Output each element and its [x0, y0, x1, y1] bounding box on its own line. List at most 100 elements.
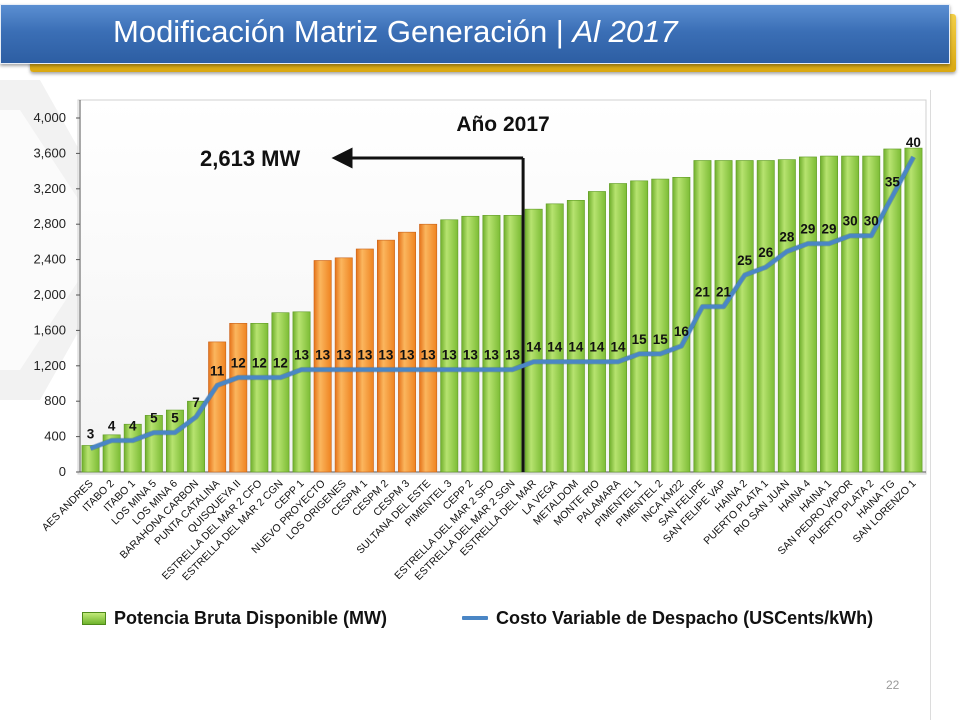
- cost-label-16: 13: [421, 348, 437, 363]
- bar-22: [545, 203, 564, 473]
- bar-27: [651, 178, 670, 473]
- cost-label-13: 13: [357, 348, 373, 363]
- bar-4: [165, 409, 184, 473]
- bar-16: [419, 223, 438, 473]
- cost-label-31: 25: [737, 253, 753, 268]
- cost-label-18: 13: [463, 348, 479, 363]
- legend-bar-swatch: [82, 611, 106, 625]
- y-tick-label: 2,800: [33, 216, 66, 231]
- y-tick-label: 4,000: [33, 110, 66, 125]
- cost-line-series: [89, 155, 916, 451]
- bar-13: [355, 248, 374, 473]
- chart-title: Año 2017: [456, 113, 549, 136]
- y-tick-label: 2,400: [33, 252, 66, 267]
- cost-label-7: 12: [231, 355, 246, 370]
- bar-24: [587, 191, 606, 473]
- page-number: 22: [886, 678, 900, 692]
- bar-38: [883, 148, 902, 473]
- bar-39: [904, 147, 923, 473]
- bar-17: [440, 219, 459, 473]
- legend-line-swatch: [462, 616, 488, 620]
- y-tick-label: 2,000: [33, 287, 66, 302]
- legend-bar: Potencia Bruta Disponible (MW): [82, 604, 387, 632]
- y-tick-label: 400: [44, 429, 66, 444]
- bar-8: [250, 323, 269, 473]
- bar-30: [714, 160, 733, 473]
- cost-label-22: 14: [547, 340, 563, 355]
- cost-label-0: 3: [87, 426, 95, 441]
- slide-title: Modificación Matriz Generación | Al 2017: [113, 14, 678, 50]
- cost-label-14: 13: [378, 348, 394, 363]
- bar-34: [798, 156, 817, 473]
- bar-10: [292, 311, 311, 473]
- cost-label-27: 15: [653, 332, 669, 347]
- cost-label-5: 7: [192, 395, 200, 410]
- cost-label-2: 4: [129, 418, 137, 433]
- cost-label-3: 5: [150, 411, 158, 426]
- cost-label-15: 13: [400, 348, 416, 363]
- cost-label-24: 14: [589, 340, 605, 355]
- slide-title-italic: Al 2017: [572, 14, 678, 49]
- bar-9: [271, 312, 290, 473]
- cost-label-36: 30: [843, 214, 858, 229]
- y-tick-label: 1,600: [33, 322, 66, 337]
- cost-label-1: 4: [108, 418, 116, 433]
- cost-label-20: 13: [505, 348, 521, 363]
- cost-label-4: 5: [171, 411, 179, 426]
- capacity-annotation: 2,613 MW: [200, 146, 525, 472]
- bar-2: [123, 423, 142, 473]
- bar-28: [672, 176, 691, 473]
- y-tick-label: 1,200: [33, 358, 66, 373]
- title-blue-band: Modificación Matriz Generación | Al 2017: [0, 4, 950, 64]
- y-tick-label: 0: [59, 464, 66, 479]
- y-tick-label: 800: [44, 393, 66, 408]
- cost-label-38: 35: [885, 174, 901, 189]
- bar-25: [609, 183, 628, 473]
- cost-label-11: 13: [315, 348, 331, 363]
- cost-label-29: 21: [695, 285, 711, 300]
- bar-18: [461, 215, 480, 473]
- bar-36: [841, 155, 860, 473]
- cost-label-10: 13: [294, 348, 310, 363]
- cost-label-12: 13: [336, 348, 352, 363]
- cost-label-25: 14: [611, 340, 627, 355]
- cost-label-8: 12: [252, 355, 267, 370]
- bar-31: [735, 160, 754, 473]
- legend-bar-label: Potencia Bruta Disponible (MW): [114, 607, 388, 628]
- cost-label-17: 13: [442, 348, 458, 363]
- bar-12: [334, 257, 353, 473]
- cost-label-30: 21: [716, 285, 732, 300]
- cost-label-21: 14: [526, 340, 542, 355]
- bar-32: [756, 160, 775, 473]
- bar-20: [503, 215, 522, 473]
- bar-3: [144, 415, 163, 473]
- bar-37: [862, 155, 881, 473]
- bar-11: [313, 260, 332, 473]
- cost-label-37: 30: [864, 214, 879, 229]
- bar-21: [524, 208, 543, 473]
- annotation-label: 2,613 MW: [200, 146, 300, 171]
- bar-35: [820, 155, 839, 473]
- bar-14: [376, 239, 395, 473]
- legend-line-label: Costo Variable de Despacho (USCents/kWh): [496, 607, 874, 628]
- bar-29: [693, 160, 712, 473]
- bar-7: [229, 323, 248, 473]
- bar-15: [398, 231, 417, 473]
- cost-label-34: 29: [800, 222, 815, 237]
- cost-label-23: 14: [568, 340, 584, 355]
- cost-label-32: 26: [758, 245, 774, 260]
- slide-title-main: Modificación Matriz Generación |: [113, 14, 573, 49]
- cost-label-26: 15: [632, 332, 648, 347]
- cost-label-33: 28: [779, 229, 795, 244]
- bar-23: [566, 200, 585, 473]
- bar-6: [208, 341, 227, 473]
- y-tick-label: 3,200: [33, 181, 66, 196]
- cost-label-19: 13: [484, 348, 500, 363]
- cost-label-9: 12: [273, 355, 288, 370]
- bar-33: [777, 159, 796, 473]
- cost-line: [89, 155, 916, 451]
